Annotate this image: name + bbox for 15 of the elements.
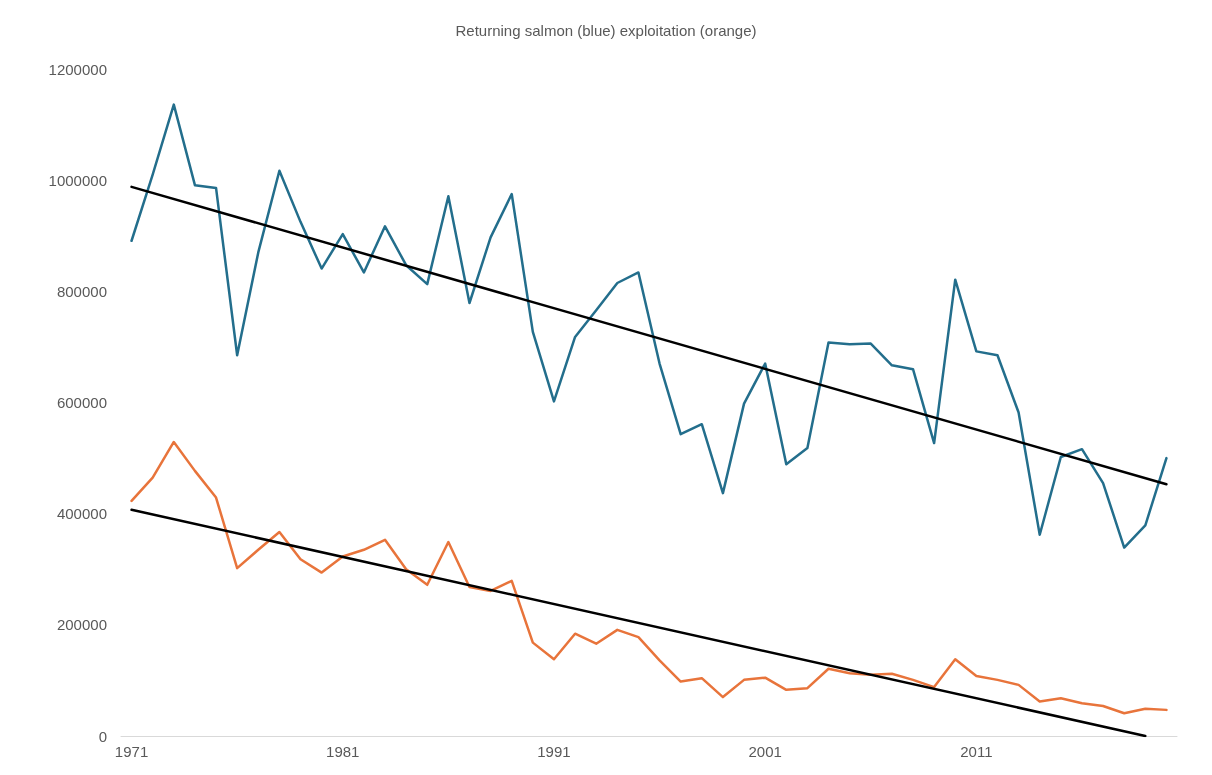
y-tick-label: 400000 [56, 505, 107, 523]
line-series [130, 103, 1168, 549]
y-tick-label: 1000000 [48, 171, 107, 189]
y-tick-label: 600000 [56, 394, 107, 411]
y-tick-label: 800000 [56, 282, 107, 300]
x-tick-label: 1971 [114, 743, 149, 760]
line-series [130, 440, 1168, 715]
chart-title: Returning salmon (blue) exploitation (orange) [455, 22, 757, 39]
x-tick-label: 2011 [960, 743, 993, 760]
y-tick-label: 1200000 [48, 60, 107, 78]
x-tick-label: 1981 [326, 743, 360, 760]
y-tick-label: 0 [98, 727, 107, 745]
x-tick-label: 1991 [537, 743, 571, 760]
x-tick-label: 2001 [748, 743, 782, 760]
y-tick-label: 200000 [56, 616, 107, 634]
